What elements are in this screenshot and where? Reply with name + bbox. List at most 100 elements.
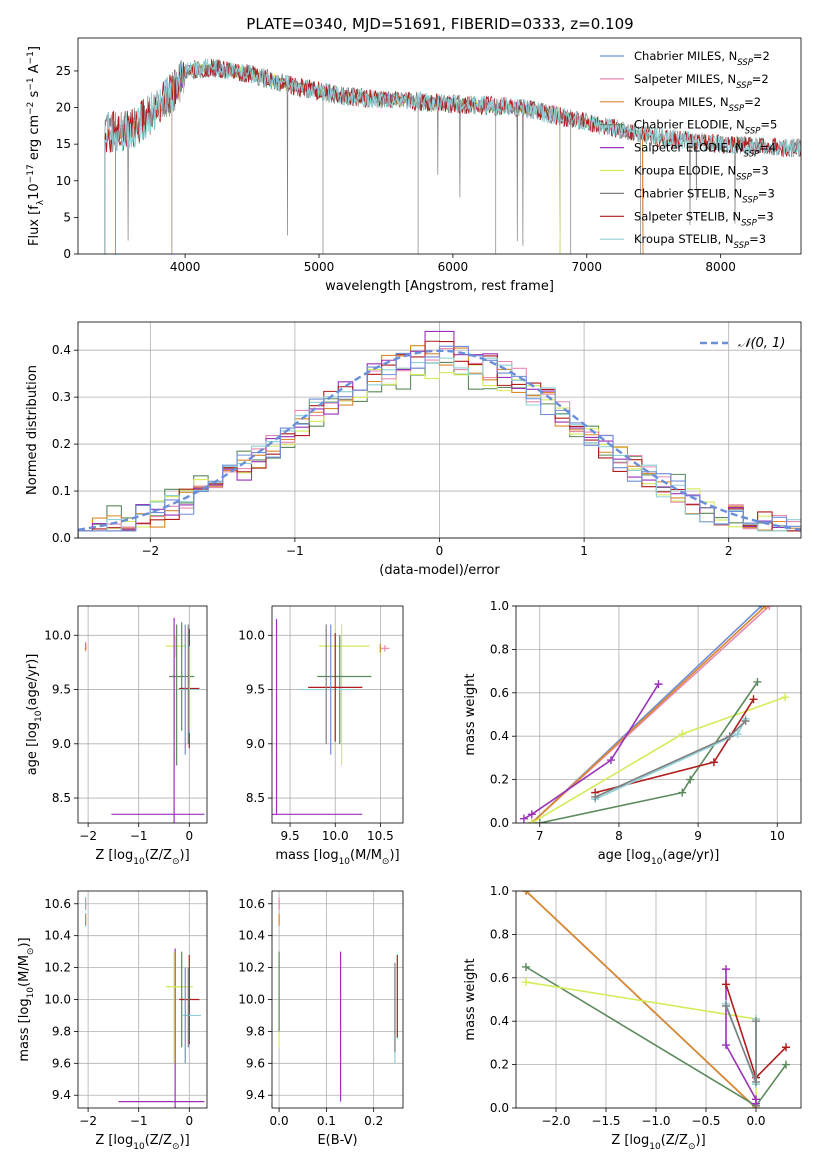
y-tick-label: 9.8: [52, 1024, 71, 1038]
y-tick-label: 0.0: [490, 1101, 509, 1115]
x-axis-label: Z [log10(Z/Z⊙)]: [611, 1133, 705, 1152]
x-tick-label: 9: [694, 829, 702, 843]
weight-marker-chabrier_stelib: [752, 1077, 760, 1086]
axes-frame: [271, 605, 404, 824]
x-tick-label: 8: [615, 829, 623, 843]
x-tick-label: 1: [580, 544, 588, 558]
weight-vs-age-grid: [516, 605, 801, 824]
y-tick-label: 9.0: [246, 737, 265, 751]
y-tick-label: 0.6: [490, 686, 509, 700]
axes-frame: [77, 605, 208, 824]
weight-marker-chabrier_stelib: [722, 1002, 730, 1011]
x-tick-label: −1: [286, 544, 304, 558]
x-axis-label: mass [log10(M/M⊙)]: [275, 848, 399, 867]
y-tick-label: 0.2: [490, 773, 509, 787]
residuals-panel: −2 −1 0 1 2 0.0 0.1 0.2 0.3 0.4 (data-model)/error…: [25, 321, 802, 578]
x-tick-label: 7000: [572, 260, 603, 274]
mass-vs-Z-plot-area: [84, 897, 205, 1108]
y-tick-label: 0.6: [490, 971, 509, 985]
y-tick-label: 9.8: [246, 1024, 265, 1038]
age-vs-mass-plot-area: [272, 619, 390, 815]
y-tick-label: 9.4: [52, 1088, 71, 1102]
x-tick-label: 10.5: [367, 829, 394, 843]
x-axis-label: (data-model)/error: [379, 563, 500, 578]
y-tick-label: 10.0: [238, 628, 265, 642]
legend-entry: Salpeter ELODIE, NSSP=4: [634, 141, 776, 160]
y-tick-label: 9.5: [52, 683, 71, 697]
x-tick-label: 10.0: [322, 829, 349, 843]
y-tick-label: 9.6: [246, 1056, 265, 1070]
spectrum-series-chabrier_elodie: [171, 62, 561, 254]
weight-marker-salpeter_elodie: [752, 1099, 760, 1108]
weight-marker-kroupa_stelib: [733, 730, 742, 739]
y-axis-label: mass weight: [463, 958, 478, 1040]
weight-line-salpeter_elodie: [523, 683, 660, 820]
weight-marker-kroupa_miles: [761, 606, 770, 610]
y-tick-label: 0.4: [490, 1014, 509, 1028]
x-tick-label: 0.1: [317, 1114, 336, 1128]
y-tick-label: 25: [56, 64, 71, 78]
weight-marker-salpeter_elodie: [527, 810, 536, 819]
weight-marker-chabrier_elodie: [522, 962, 530, 971]
weight-marker-chabrier_stelib: [752, 1017, 760, 1026]
x-tick-label: 6000: [438, 260, 469, 274]
axes-frame: [515, 890, 802, 1109]
y-tick-label: 0.2: [490, 1058, 509, 1072]
legend-entry: Salpeter STELIB, NSSP=3: [634, 209, 774, 228]
y-tick-label: 0.2: [52, 437, 71, 451]
weight-line-kroupa_elodie: [531, 696, 786, 823]
weight-marker-chabrier_elodie: [678, 788, 687, 797]
weight-marker-chabrier_elodie: [686, 775, 695, 784]
x-axis-label: Z [log10(Z/Z⊙)]: [95, 1133, 189, 1152]
weight-marker-kroupa_elodie: [527, 819, 536, 823]
spectrum-plot-area: [104, 58, 801, 254]
y-tick-label: 0: [63, 247, 71, 261]
y-tick-label: 5: [63, 210, 71, 224]
weight-marker-kroupa_elodie: [678, 730, 687, 739]
x-tick-label: −2: [79, 1114, 97, 1128]
x-tick-label: 9.5: [281, 829, 300, 843]
y-tick-label: 10.6: [238, 897, 265, 911]
x-tick-label: −1: [130, 829, 148, 843]
x-tick-label: 0.0: [746, 1114, 765, 1128]
residuals-plot-area: [78, 330, 801, 538]
weight-vs-Z-plot-area: [522, 891, 790, 1108]
weight-marker-kroupa_elodie: [522, 978, 530, 987]
y-tick-label: 0.0: [490, 816, 509, 830]
spectrum-series-salpeter_elodie: [171, 62, 561, 254]
x-tick-label: 10: [770, 829, 785, 843]
legend-entry: Chabrier STELIB, NSSP=3: [634, 186, 775, 205]
axes-frame: [77, 37, 802, 255]
y-tick-label: 0.1: [52, 484, 71, 498]
mass-vs-EBV-grid: [272, 891, 403, 1108]
y-tick-label: 0.3: [52, 390, 71, 404]
y-tick-label: 0.0: [52, 531, 71, 545]
x-tick-label: 0: [185, 829, 193, 843]
weight-marker-chabrier_stelib: [591, 792, 600, 801]
y-tick-label: 9.4: [246, 1088, 265, 1102]
legend-entry: Salpeter MILES, NSSP=2: [634, 72, 769, 91]
weight-marker-chabrier_stelib: [741, 717, 750, 726]
legend-entry: Kroupa ELODIE, NSSP=3: [634, 164, 769, 183]
y-tick-label: 1.0: [490, 884, 509, 898]
legend-entry: Chabrier ELODIE, NSSP=5: [634, 118, 777, 137]
weight-marker-salpeter_stelib: [722, 980, 730, 989]
normal-curve: [78, 349, 801, 531]
weight-marker-salpeter_stelib: [709, 758, 718, 767]
legend-entry: Kroupa STELIB, NSSP=3: [634, 232, 766, 251]
x-tick-label: 0.0: [270, 1114, 289, 1128]
weight-line-chabrier_elodie: [539, 681, 759, 823]
weight-marker-chabrier_elodie: [782, 1060, 790, 1069]
y-tick-label: 10: [56, 174, 71, 188]
mass-vs-EBV-panel: 0.0 0.1 0.2 9.4 9.6 9.8 10.0 10.2 10.4 10.6 E(B-V): [238, 890, 404, 1148]
y-tick-label: 9.5: [246, 683, 265, 697]
x-axis-label: E(B-V): [317, 1133, 357, 1148]
weight-marker-salpeter_stelib: [749, 695, 758, 704]
y-tick-label: 10.2: [44, 961, 71, 975]
weight-marker-salpeter_elodie: [654, 680, 663, 689]
x-tick-label: 2: [725, 544, 733, 558]
weight-vs-age-panel: 7 8 9 10 0.0 0.2 0.4 0.6 0.8 1.0 age [log10(age/yr…: [463, 599, 802, 867]
y-tick-label: 10.6: [44, 897, 71, 911]
spectrum-series-chabrier_stelib: [104, 58, 801, 254]
